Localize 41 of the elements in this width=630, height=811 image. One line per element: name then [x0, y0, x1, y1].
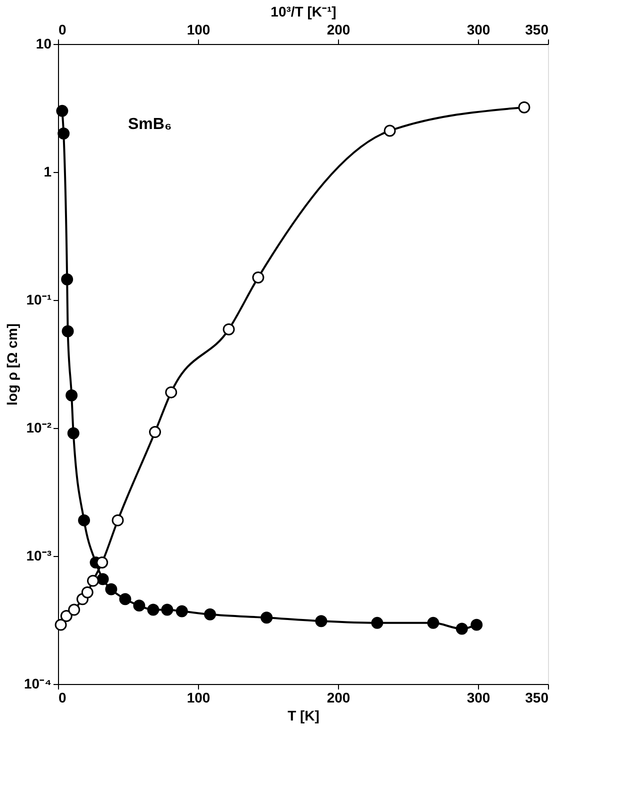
- x2-tick-label: 100: [186, 22, 210, 38]
- point: [119, 593, 132, 606]
- x-tick-label: 300: [466, 690, 490, 706]
- point: [161, 604, 174, 616]
- x2-tick-label: 0: [58, 22, 66, 38]
- annotation: SmB₆: [128, 116, 172, 133]
- x-tick-label: 100: [186, 690, 210, 706]
- x2-tick-label: 300: [466, 22, 490, 38]
- y-tick-label: 10: [36, 36, 52, 52]
- y-tick-label: 10⁻⁴: [24, 676, 52, 692]
- point: [78, 514, 90, 526]
- point: [58, 127, 70, 140]
- y-tick-label: 10⁻¹: [26, 292, 52, 308]
- point: [176, 605, 188, 618]
- point: [66, 389, 78, 402]
- x-tick-label: 350: [525, 690, 549, 706]
- y-tick-label: 10⁻³: [26, 548, 52, 564]
- point: [61, 273, 74, 286]
- point: [62, 325, 74, 338]
- x-tick-label: 0: [58, 690, 66, 706]
- y-tick-label: 1: [44, 164, 52, 180]
- y-tick-label: 10⁻²: [26, 420, 52, 436]
- point: [96, 573, 109, 586]
- point: [105, 583, 118, 596]
- point: [427, 616, 440, 629]
- point: [204, 608, 216, 620]
- x2-tick-label: 350: [525, 22, 549, 38]
- point: [371, 616, 384, 629]
- point: [470, 618, 483, 631]
- point: [133, 600, 146, 612]
- point: [147, 604, 160, 616]
- point: [315, 615, 328, 628]
- y-axis-title: log ρ [Ω cm]: [4, 323, 20, 406]
- x-tick-label: 200: [326, 690, 350, 706]
- x-axis-title: T [K]: [288, 708, 320, 724]
- point: [67, 427, 80, 440]
- x2-tick-label: 200: [326, 22, 350, 38]
- point: [260, 612, 273, 624]
- x2-axis-title: 10³/T [K⁻¹]: [270, 4, 336, 20]
- point: [56, 104, 68, 117]
- point: [456, 622, 468, 635]
